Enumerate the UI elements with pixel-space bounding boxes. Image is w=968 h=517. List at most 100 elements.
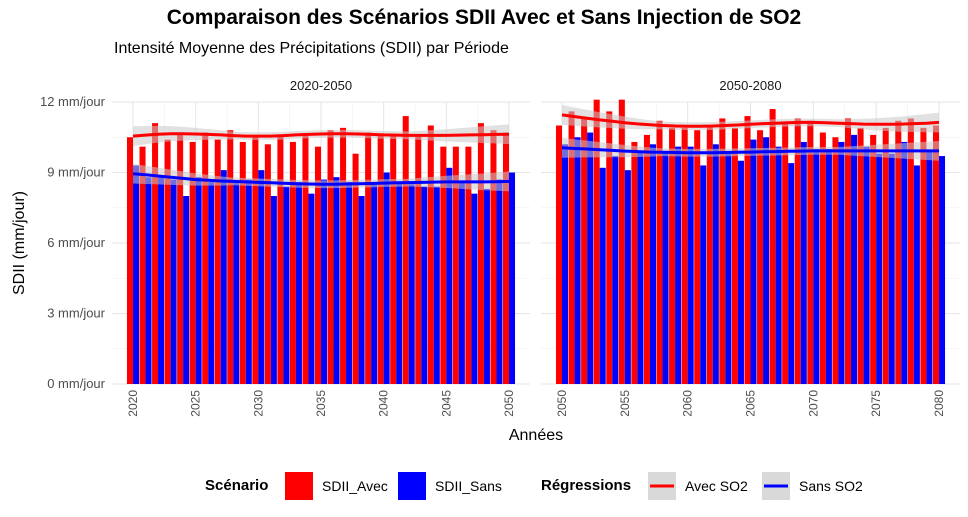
bar-sdii-avec [340, 127, 347, 384]
bar-sdii-avec [907, 118, 914, 384]
bar-sdii-avec [832, 137, 839, 384]
bar-sdii-sans [939, 156, 946, 384]
bar-sdii-sans [270, 196, 277, 384]
bar-sdii-sans [637, 151, 644, 384]
legend-label-avec-so2: Avec SO2 [685, 478, 748, 494]
bar-sdii-avec [555, 125, 562, 384]
legend-key-sdii-sans [398, 472, 426, 500]
line-sans-so2 [561, 146, 939, 155]
bar-sdii-avec [643, 134, 650, 384]
bar-sdii-sans [737, 160, 744, 384]
bar-sdii-sans [245, 179, 252, 384]
bar-sdii-avec [731, 127, 738, 384]
bar-sdii-avec [706, 125, 713, 384]
bar-sdii-avec [845, 118, 852, 384]
line-avec-so2 [132, 132, 510, 138]
bar-sdii-sans [587, 132, 594, 384]
bar-sdii-avec [769, 109, 776, 385]
bar-sdii-avec [631, 141, 638, 384]
bar-sdii-avec [757, 130, 764, 384]
bar-sdii-sans [158, 177, 165, 384]
bar-sdii-avec [139, 146, 146, 384]
bar-sdii-avec [314, 146, 321, 384]
bar-sdii-avec [440, 146, 447, 384]
bar-sdii-avec [377, 134, 384, 384]
bar-sdii-avec [593, 99, 600, 385]
bar-sdii-avec [606, 111, 613, 385]
bar-sdii-sans [851, 134, 858, 384]
bar-sdii-avec [618, 99, 625, 385]
bar-sdii-avec [452, 146, 459, 384]
bar-sdii-avec [681, 127, 688, 384]
bar-sdii-sans [649, 144, 656, 384]
panel-label: 2020-2050 [290, 78, 352, 93]
bar-sdii-sans [383, 172, 390, 384]
line-avec-so2 [561, 113, 940, 128]
bar-sdii-sans [775, 146, 782, 384]
bar-sdii-sans [675, 146, 682, 384]
bar-sdii-sans [408, 184, 415, 384]
bar-sdii-sans [433, 186, 440, 384]
bar-sdii-sans [788, 163, 795, 384]
y-axis-title: SDII (mm/jour) [11, 191, 28, 295]
bar-sdii-sans [371, 184, 378, 384]
bar-sdii-sans [295, 181, 302, 384]
bar-sdii-sans [509, 172, 516, 384]
bar-sdii-avec [782, 123, 789, 385]
bar-sdii-avec [239, 141, 246, 384]
legend: Scénario SDII_Avec SDII_Sans Régressions… [0, 468, 968, 504]
bar-sdii-avec [327, 130, 334, 384]
bar-sdii-sans [170, 179, 177, 384]
chart-title: Comparaison des Scénarios SDII Avec et S… [166, 6, 802, 29]
bar-sdii-sans [496, 179, 503, 384]
bar-sdii-avec [932, 125, 939, 384]
bar-sdii-avec [402, 116, 409, 384]
x-tick-label: 2025 [189, 390, 203, 417]
bar-sdii-avec [252, 137, 259, 384]
bar-sdii-avec [794, 118, 801, 384]
x-tick-label: 2070 [806, 390, 820, 417]
bar-sdii-sans [220, 170, 227, 384]
bar-sdii-avec [857, 127, 864, 384]
bar-sdii-avec [352, 153, 359, 384]
bar-sdii-sans [321, 179, 328, 384]
bar-sdii-avec [214, 139, 221, 384]
bar-sdii-sans [901, 141, 908, 384]
bar-sdii-sans [700, 165, 707, 384]
bar-sdii-sans [838, 141, 845, 384]
bar-sdii-avec [302, 134, 309, 384]
band-sans-so2 [562, 137, 939, 161]
bar-sdii-sans [183, 196, 190, 384]
bar-sdii-sans [825, 149, 832, 384]
bar-sdii-sans [813, 149, 820, 384]
x-tick-label: 2020 [126, 390, 140, 417]
x-tick-label: 2065 [744, 390, 758, 417]
bar-sdii-avec [264, 144, 271, 384]
bar-sdii-sans [145, 177, 152, 384]
bar-sdii-avec [177, 132, 184, 384]
x-tick-label: 2080 [932, 390, 946, 417]
bar-sdii-avec [568, 111, 575, 385]
panel-label: 2050-2080 [719, 78, 781, 93]
bar-sdii-sans [471, 193, 478, 384]
chart-svg: 2020-2050 2020 2025 2030 2035 2040 2045 2050 205… [11, 78, 960, 444]
bar-sdii-avec [152, 123, 159, 385]
bar-sdii-avec [164, 139, 171, 384]
bar-sdii-sans [876, 153, 883, 384]
bar-sdii-sans [863, 146, 870, 384]
bar-sdii-avec [669, 127, 676, 384]
bar-sdii-avec [502, 132, 509, 384]
bar-sdii-avec [427, 125, 434, 384]
bar-sdii-avec [656, 120, 663, 385]
line-sans-so2 [132, 172, 510, 186]
legend-label-sdii-sans: SDII_Sans [435, 478, 502, 494]
bar-sdii-sans [458, 181, 465, 384]
bar-sdii-avec [477, 123, 484, 385]
bar-sdii-avec [390, 134, 397, 384]
bar-sdii-avec [870, 134, 877, 384]
legend-key-sans-so2 [762, 472, 790, 500]
y-tick-label: 0 mm/jour [47, 376, 105, 391]
bar-sdii-sans [800, 141, 807, 384]
bar-sdii-sans [396, 181, 403, 384]
x-tick-label: 2050 [502, 390, 516, 417]
